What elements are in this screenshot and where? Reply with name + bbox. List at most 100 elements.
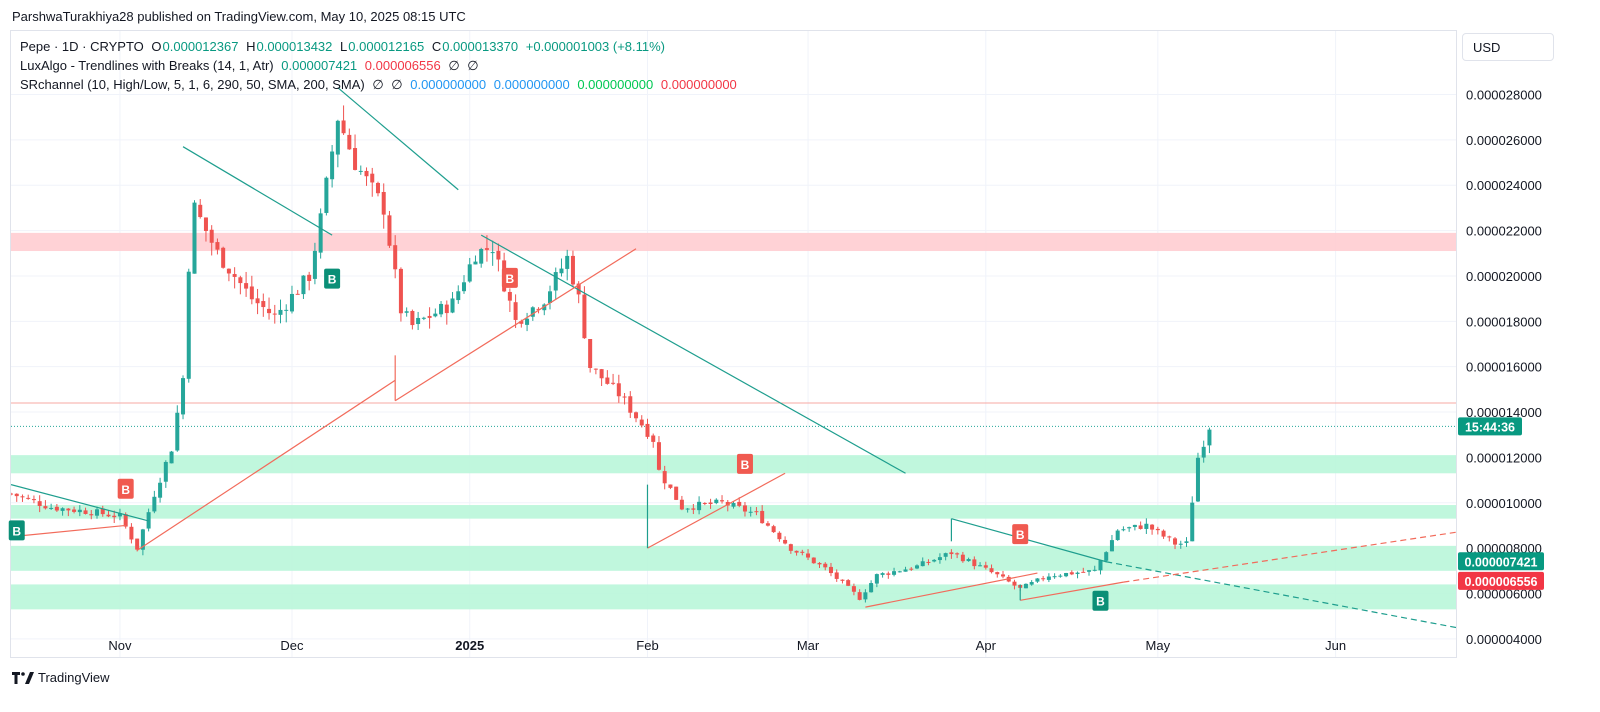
candle-body [737, 501, 742, 506]
candle-body [60, 508, 65, 511]
countdown-tag [1458, 417, 1522, 436]
candle-body [358, 170, 363, 172]
candle-body [410, 310, 415, 326]
candle-body [937, 557, 942, 561]
candle-body [920, 561, 925, 567]
candle-body [639, 419, 644, 426]
candle-body [1161, 530, 1166, 537]
candle-body [794, 550, 799, 553]
candle-body [198, 204, 203, 218]
symbol-legend: Pepe · 1D · CRYPTO O0.000012367 H0.00001… [20, 39, 669, 54]
candle-body [209, 229, 214, 243]
candle-body [353, 148, 358, 170]
candle-body [525, 318, 530, 325]
candle-body [840, 579, 845, 581]
candle-body [1201, 446, 1206, 458]
breakout-signal-marker [1012, 524, 1029, 545]
tradingview-logo[interactable]: TradingView [12, 670, 110, 685]
symbol-name[interactable]: Pepe · 1D · CRYPTO [20, 39, 144, 54]
candle-body [1121, 529, 1126, 531]
teal-trendline [337, 87, 459, 191]
candle-body [364, 170, 369, 177]
candle-body [106, 514, 111, 517]
candle-body [972, 559, 977, 567]
currency-selector[interactable]: USD [1462, 33, 1554, 61]
support-zone [11, 505, 1456, 519]
candle-body [926, 561, 931, 563]
resistance-zone [11, 232, 1456, 252]
y-tick-label: 0.000012000 [1466, 450, 1542, 465]
candle-body [375, 182, 380, 194]
srchannel-name[interactable]: SRchannel (10, High/Low, 5, 1, 6, 290, 5… [20, 77, 365, 92]
candle-body [461, 282, 467, 292]
candle-body [335, 120, 340, 155]
teal-trendline [480, 234, 906, 474]
candle-body [817, 562, 822, 565]
candle-body [742, 505, 747, 512]
x-tick-label: May [1146, 638, 1171, 653]
candle-body [181, 378, 186, 415]
luxalgo-name[interactable]: LuxAlgo - Trendlines with Breaks (14, 1,… [20, 58, 274, 73]
candle-body [278, 309, 283, 315]
candle-body [634, 412, 639, 419]
trendline-upper-tag-label: 0.000007421 [1465, 555, 1538, 569]
candle-body [117, 513, 122, 517]
candle-body [788, 544, 793, 551]
candle-body [77, 509, 82, 513]
support-zone [11, 584, 1456, 610]
candle-body [1178, 543, 1183, 545]
breakout-signal-label: B [741, 458, 750, 472]
candle-body [714, 499, 719, 504]
candle-body [312, 250, 317, 279]
y-tick-label: 0.000026000 [1466, 133, 1542, 148]
candle-body [903, 569, 908, 572]
countdown-tag-label: 15:44:36 [1465, 420, 1515, 434]
candle-body [548, 291, 553, 304]
candle-body [1069, 572, 1074, 575]
breakout-signal-label: B [1016, 528, 1025, 542]
candle-body [43, 506, 48, 509]
candle-body [324, 177, 329, 213]
candle-body [26, 497, 31, 499]
y-tick-label: 0.000022000 [1466, 224, 1542, 239]
ohlc-high: H0.000013432 [246, 39, 333, 54]
candle-body [880, 573, 885, 575]
candle-body [599, 369, 604, 379]
candle-body [284, 309, 289, 311]
candle-body [1184, 541, 1189, 543]
candle-body [238, 277, 243, 284]
candle-body [347, 134, 352, 150]
candle-body [628, 396, 633, 413]
y-tick-label: 0.000018000 [1466, 314, 1542, 329]
candle-body [479, 249, 484, 264]
candle-body [1144, 523, 1149, 529]
candle-body [232, 274, 237, 277]
candle-body [330, 151, 335, 180]
candle-body [456, 291, 461, 301]
candle-body [439, 303, 444, 315]
candle-body [697, 501, 702, 511]
x-tick-label: Jun [1325, 638, 1346, 653]
candle-body [433, 313, 438, 317]
candle-body [203, 217, 208, 231]
candle-body [1190, 502, 1195, 542]
candle-body [100, 508, 105, 515]
candle-body [215, 242, 220, 250]
candle-body [1087, 570, 1092, 572]
candle-body [72, 509, 77, 512]
candle-body [1138, 525, 1143, 529]
candle-body [1092, 569, 1097, 571]
candle-body [186, 271, 191, 379]
candle-body [691, 508, 696, 510]
candle-body [83, 510, 88, 514]
ohlc-close: C0.000013370 [431, 39, 519, 54]
luxalgo-value-2: 0.000006556 [364, 58, 441, 73]
breakout-signal-label: B [121, 483, 130, 497]
y-tick-label: 0.000028000 [1466, 88, 1542, 103]
candle-body [570, 255, 575, 285]
breakout-signal-label: B [506, 272, 515, 286]
candle-body [272, 313, 277, 315]
candle-body [874, 574, 879, 584]
candle-body [869, 583, 874, 593]
